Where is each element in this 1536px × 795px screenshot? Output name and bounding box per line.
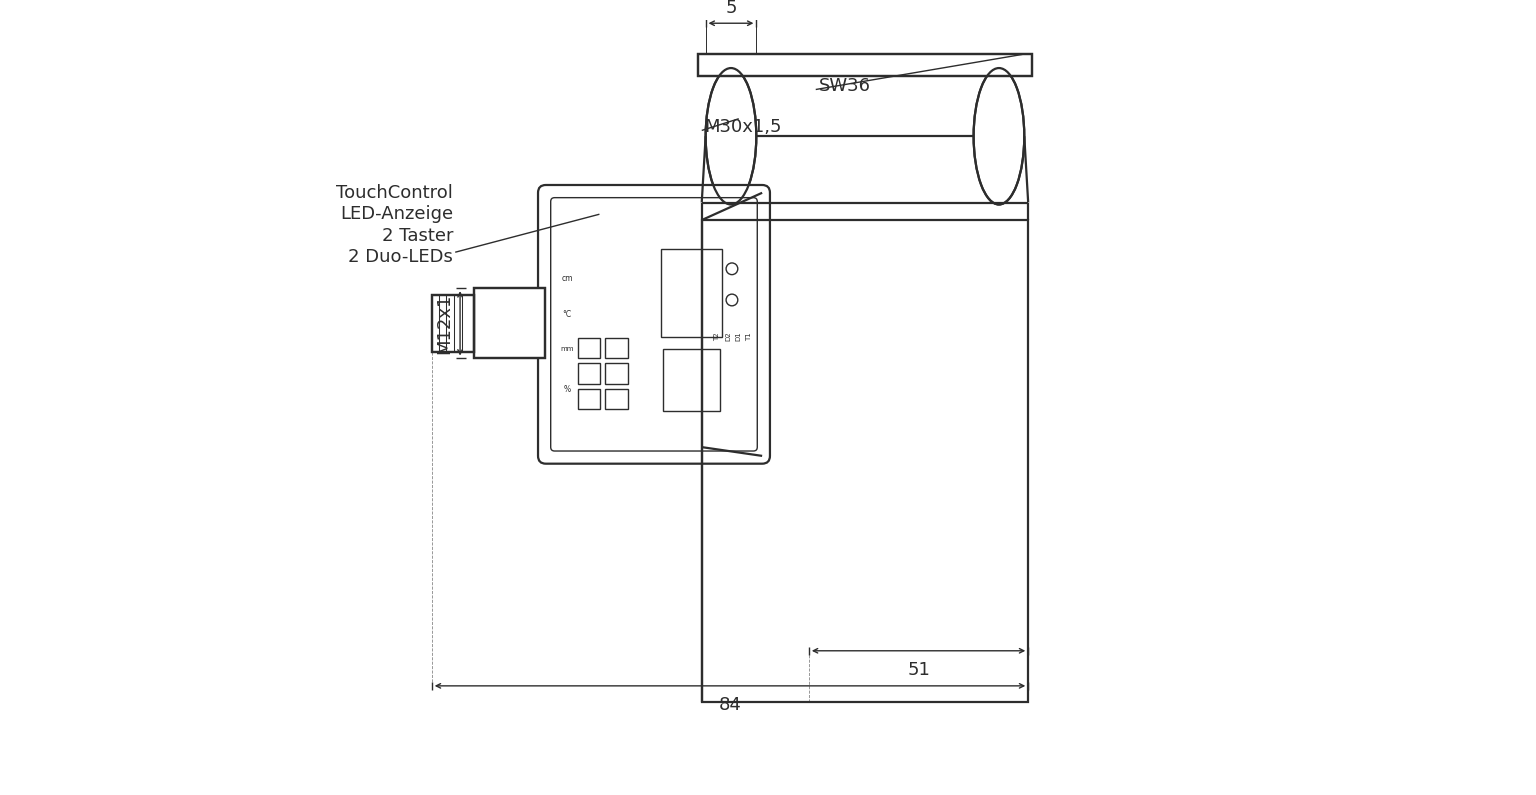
- Bar: [660, 250, 722, 337]
- Bar: [605, 363, 628, 384]
- Text: 84: 84: [719, 696, 742, 714]
- Text: TouchControl: TouchControl: [336, 184, 453, 202]
- Text: 51: 51: [908, 661, 929, 678]
- FancyBboxPatch shape: [538, 185, 770, 463]
- Text: mm: mm: [561, 346, 574, 351]
- Bar: [432, 295, 473, 351]
- Text: D2: D2: [725, 332, 731, 341]
- Bar: [605, 389, 628, 409]
- Bar: [432, 295, 473, 351]
- Text: 2 Taster: 2 Taster: [382, 227, 453, 245]
- Text: M30x1,5: M30x1,5: [705, 118, 782, 135]
- Text: %: %: [564, 385, 571, 394]
- Bar: [578, 338, 601, 359]
- Bar: [473, 289, 545, 359]
- Text: SW36: SW36: [819, 76, 871, 95]
- Bar: [697, 54, 1032, 76]
- Text: T1: T1: [746, 332, 753, 341]
- Text: 5: 5: [725, 0, 737, 17]
- Bar: [473, 289, 545, 359]
- Text: M12x1: M12x1: [436, 293, 453, 354]
- Bar: [697, 54, 1032, 76]
- Text: T2: T2: [714, 332, 720, 341]
- Bar: [578, 389, 601, 409]
- Ellipse shape: [705, 68, 756, 204]
- Ellipse shape: [974, 68, 1025, 204]
- Text: 2 Duo-LEDs: 2 Duo-LEDs: [349, 248, 453, 266]
- Bar: [578, 363, 601, 384]
- Bar: [605, 338, 628, 359]
- Text: D1: D1: [736, 332, 742, 341]
- Bar: [662, 349, 720, 411]
- Text: LED-Anzeige: LED-Anzeige: [339, 205, 453, 223]
- Text: °C: °C: [562, 310, 571, 319]
- Text: cm: cm: [562, 274, 573, 283]
- Bar: [702, 220, 1028, 703]
